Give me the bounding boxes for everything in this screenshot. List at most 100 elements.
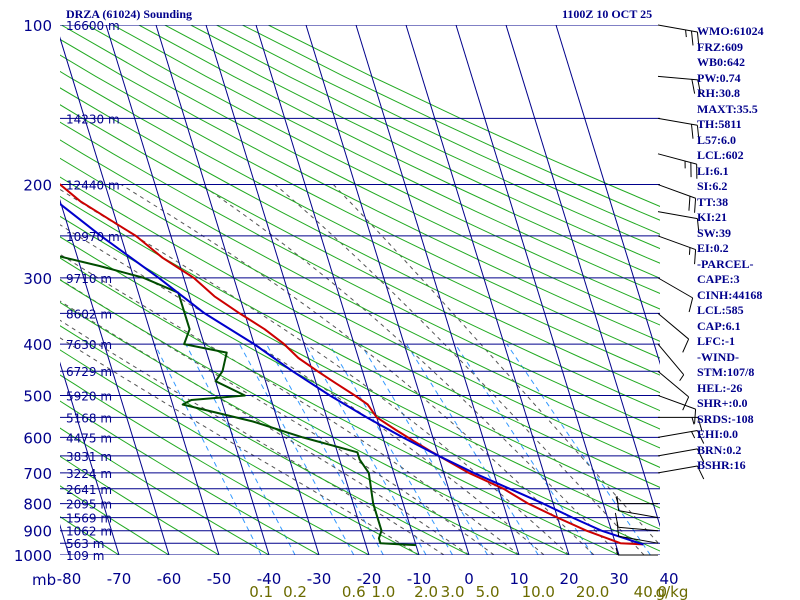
index-item: BRN:0.2 [697, 442, 742, 457]
mixing-ratio-line [265, 343, 384, 555]
temperature-tick-label: -60 [157, 570, 182, 588]
mixing-ratio-unit-label: g/kg [656, 583, 689, 600]
sounding-profiles [60, 183, 644, 547]
wind-barb [616, 496, 659, 519]
index-item: -PARCEL- [697, 256, 754, 271]
mixing-ratio-tick-label: 10.0 [522, 583, 555, 600]
temperature-line [60, 183, 644, 546]
index-item: STM:107/8 [697, 365, 755, 379]
parcel-line [60, 202, 644, 546]
height-label: 2095 m [66, 498, 112, 512]
height-label: 7630 m [66, 338, 112, 352]
wind-barb [657, 429, 705, 444]
isotherm-line [305, 25, 470, 555]
height-label: 1062 m [66, 525, 112, 539]
dewpoint-line [60, 255, 417, 547]
temperature-tick-label: -70 [107, 570, 132, 588]
index-item: EHI:0.0 [697, 427, 739, 441]
isotherm-line [505, 25, 660, 528]
moist-adiabat [60, 224, 545, 555]
pressure-tick-label: 200 [23, 177, 52, 195]
moist-adiabat [60, 188, 570, 555]
height-label: 109 m [66, 549, 104, 563]
isotherm-line [255, 25, 420, 555]
isotherm-line [105, 25, 270, 555]
mixing-ratio-tick-label: 2.0 [414, 583, 438, 600]
height-label: 3224 m [66, 467, 112, 481]
index-item: RH:30.8 [697, 86, 740, 100]
index-item: L57:6.0 [697, 132, 736, 147]
index-item: CAPE:3 [697, 272, 740, 286]
mixing-ratio-line [506, 343, 651, 555]
wind-barb [616, 521, 659, 544]
isotherm-line [555, 25, 660, 365]
chart-title: DRZA (61024) Sounding [66, 7, 193, 21]
pressure-tick-label: 800 [23, 496, 52, 514]
height-label: 2641 m [66, 483, 112, 497]
wind-barb [657, 184, 697, 213]
index-item: LI:6.1 [697, 163, 729, 178]
temperature-tick-label: -20 [357, 570, 382, 588]
index-item: KI:21 [697, 210, 727, 224]
isotherm-line [405, 25, 570, 555]
wind-barb [657, 117, 700, 140]
isotherm-line [60, 198, 170, 555]
temperature-tick-label: -30 [307, 570, 332, 588]
mixing-ratio-line [304, 343, 427, 555]
wind-barb [657, 465, 705, 480]
wind-barb [657, 235, 697, 265]
index-item: LFC:-1 [697, 334, 735, 348]
index-item: BSHR:16 [697, 458, 746, 472]
temperature-tick-label: -50 [207, 570, 232, 588]
wind-barb [657, 211, 700, 234]
temperature-tick-label: -10 [407, 570, 432, 588]
wind-barb [657, 370, 690, 411]
mixing-ratio-line [154, 343, 262, 555]
pressure-tick-label: 900 [23, 523, 52, 541]
height-label: 8602 m [66, 307, 112, 321]
mixing-ratio-tick-label: 1.0 [371, 583, 395, 600]
mixing-ratio-line [185, 343, 296, 555]
isotherm-line [60, 36, 220, 555]
wind-barb [657, 394, 697, 424]
wind-barb [657, 277, 694, 313]
isotherm-line [205, 25, 370, 555]
height-label: 5168 m [66, 411, 112, 425]
wind-barb [657, 153, 698, 179]
index-item: CAP:6.1 [697, 318, 741, 333]
height-label: 10970 m [66, 230, 120, 244]
mixing-ratio-tick-label: 5.0 [476, 583, 500, 600]
pressure-tick-label: 500 [23, 387, 52, 405]
height-label: 12440 m [66, 179, 120, 193]
wind-barbs [614, 24, 705, 556]
temperature-tick-label: -40 [257, 570, 282, 588]
height-label: 9710 m [66, 272, 112, 286]
index-item: FRZ:609 [697, 39, 743, 54]
index-item: WB0:642 [697, 55, 745, 69]
mixing-ratio-tick-label: 0.2 [283, 583, 307, 600]
index-item: LCL:602 [697, 148, 744, 162]
pressure-unit-label: mb [32, 571, 56, 589]
height-label: 4475 m [66, 431, 112, 445]
index-item: HEL:-26 [697, 380, 743, 395]
mixing-ratio-tick-label: 0.1 [249, 583, 273, 600]
temperature-tick-label: 30 [609, 570, 628, 588]
pressure-temperature-grid [60, 25, 660, 555]
wind-barb [615, 547, 658, 556]
pressure-tick-label: 300 [23, 270, 52, 288]
isotherm-line [60, 361, 120, 555]
index-item: MAXT:35.5 [697, 101, 758, 116]
wind-barb [657, 448, 705, 463]
isotherm-line [155, 25, 320, 555]
chart-datetime: 1100Z 10 OCT 25 [562, 7, 653, 21]
index-item: SW:39 [697, 225, 732, 240]
temperature-tick-label: 40 [659, 570, 678, 588]
temperature-tick-label: 0 [464, 570, 474, 588]
mixing-ratio-tick-label: 3.0 [441, 583, 465, 600]
index-item: SI:6.2 [697, 179, 728, 193]
index-item: TH:5811 [697, 117, 742, 131]
pressure-tick-label: 400 [23, 336, 52, 354]
pressure-tick-label: 100 [23, 17, 52, 35]
